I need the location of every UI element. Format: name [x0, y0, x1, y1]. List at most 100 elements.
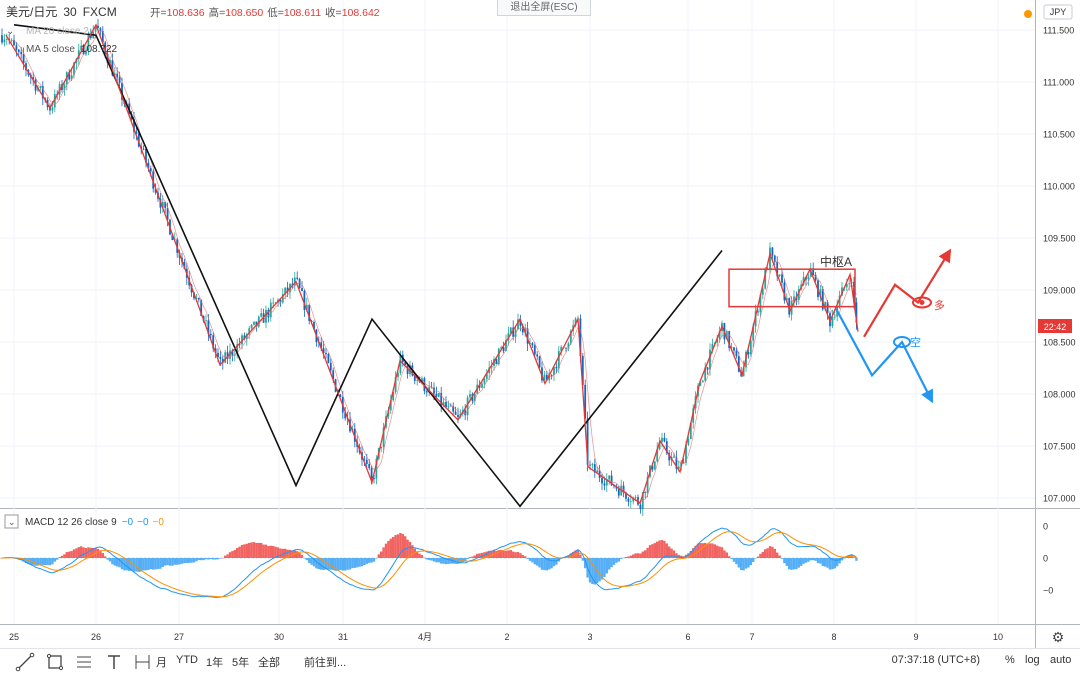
- candle-body: [13, 39, 15, 46]
- macd-histogram-bar: [332, 558, 335, 571]
- candle-body: [118, 77, 121, 83]
- macd-histogram-bar: [87, 547, 90, 558]
- macd-signal-line: [2, 531, 857, 598]
- log-scale-button[interactable]: log: [1025, 654, 1040, 666]
- macd-histogram-bar: [624, 557, 628, 558]
- percent-scale-button[interactable]: %: [1005, 654, 1015, 666]
- candle-body: [709, 349, 711, 370]
- macd-histogram-bar: [176, 558, 179, 565]
- candle-body: [608, 475, 611, 480]
- macd-histogram-bar: [34, 558, 37, 566]
- macd-histogram-bar: [356, 558, 359, 568]
- macd-histogram-bar: [442, 558, 445, 564]
- alert-dot-icon[interactable]: [1024, 10, 1032, 18]
- candle-body: [591, 464, 594, 466]
- macd-histogram-bar: [591, 558, 594, 585]
- time-tick-label: 3: [587, 632, 592, 642]
- text-tool-icon[interactable]: [104, 652, 124, 672]
- ma5-line: [11, 30, 857, 503]
- candle-body: [231, 350, 234, 356]
- candle-body: [3, 39, 6, 43]
- fib-tool-icon[interactable]: [74, 652, 94, 672]
- macd-histogram-bar: [701, 543, 704, 558]
- range-all-button[interactable]: 全部: [258, 657, 280, 669]
- time-tick-label: 8: [831, 632, 836, 642]
- auto-scale-button[interactable]: auto: [1050, 654, 1072, 666]
- macd-histogram-bar: [540, 558, 544, 570]
- macd-histogram-bar: [687, 553, 690, 558]
- candle-body: [329, 362, 332, 371]
- macd-legend: MACD 12 26 close 9: [25, 517, 117, 528]
- exit-fullscreen-button[interactable]: 退出全屏(ESC): [497, 0, 591, 16]
- range-5y-button[interactable]: 5年: [232, 657, 250, 669]
- macd-histogram-bar: [363, 558, 366, 566]
- macd-histogram-bar: [65, 552, 68, 558]
- candle-body: [224, 352, 227, 363]
- macd-histogram-bar: [608, 558, 611, 570]
- macd-histogram-bar: [336, 558, 340, 571]
- macd-histogram-bar: [209, 558, 212, 560]
- candle-body: [735, 350, 738, 357]
- macd-histogram-bar: [255, 542, 258, 558]
- macd-collapse-button[interactable]: [4, 514, 19, 529]
- candle-body: [495, 359, 498, 365]
- range-month-fragment[interactable]: 月: [156, 657, 167, 669]
- candle-body: [682, 462, 685, 464]
- high-value: 108.650: [225, 7, 263, 19]
- macd-histogram-bar: [387, 540, 390, 558]
- macd-histogram-bar: [22, 558, 25, 562]
- macd-histogram-bar: [281, 548, 284, 558]
- macd-histogram-bar: [780, 558, 784, 559]
- range-1y-button[interactable]: 1年: [206, 657, 224, 669]
- range-ytd-button[interactable]: YTD: [176, 654, 198, 666]
- macd-histogram-bar: [24, 558, 28, 563]
- macd-histogram-bar: [154, 558, 157, 570]
- macd-histogram-bar: [838, 558, 841, 564]
- candle-body: [447, 405, 450, 408]
- macd-histogram-bar: [567, 555, 570, 558]
- macd-histogram-bar: [644, 550, 647, 558]
- macd-histogram-bar: [588, 558, 592, 583]
- rectangle-tool-icon[interactable]: [45, 652, 65, 672]
- macd-histogram-bar: [485, 551, 488, 558]
- time-tick-label: 27: [174, 632, 184, 642]
- candle-body: [154, 188, 157, 193]
- candle-body: [106, 54, 109, 64]
- candle-body: [704, 367, 707, 381]
- candle-body: [365, 459, 368, 465]
- macd-histogram-bar: [668, 546, 671, 558]
- macd-histogram-bar: [32, 558, 35, 565]
- goto-date-button[interactable]: 前往到...: [304, 657, 347, 669]
- currency-badge[interactable]: [1043, 4, 1073, 20]
- chart-canvas[interactable]: 0 0 −0 111.500 111.000 110.500 110.000 109.500…: [0, 0, 1080, 648]
- settings-gear-icon[interactable]: ⚙: [1052, 629, 1065, 645]
- macd-histogram-bar: [236, 547, 239, 558]
- macd-histogram-bar: [51, 558, 54, 565]
- candle-body: [1, 35, 3, 43]
- legend-collapse-icon[interactable]: ⌄: [6, 26, 14, 37]
- candle-body: [260, 313, 263, 317]
- measure-tool-icon[interactable]: [133, 652, 153, 672]
- symbol-title: 美元/日元: [6, 5, 57, 19]
- candle-body: [454, 411, 457, 415]
- macd-histogram-bar: [572, 551, 575, 558]
- candle-body: [221, 358, 224, 363]
- macd-histogram-bar: [740, 558, 743, 571]
- candle-body: [99, 28, 102, 32]
- macd-histogram-bar: [267, 546, 270, 558]
- macd-histogram-bar: [533, 558, 536, 565]
- macd-histogram-bar: [828, 558, 832, 570]
- trend-line-tool-icon[interactable]: [15, 652, 35, 672]
- close-value: 108.642: [342, 7, 380, 19]
- macd-histogram-bar: [615, 558, 618, 563]
- candle-body: [421, 378, 423, 383]
- macd-histogram-bar: [593, 558, 596, 585]
- macd-histogram-bar: [142, 558, 145, 571]
- macd-histogram-bar: [238, 546, 241, 558]
- candle-body: [53, 94, 56, 108]
- candle-body: [166, 207, 169, 220]
- candle-body: [466, 397, 469, 416]
- candle-body: [303, 290, 306, 311]
- candle-body: [565, 347, 567, 349]
- macd-histogram-bar: [207, 558, 210, 560]
